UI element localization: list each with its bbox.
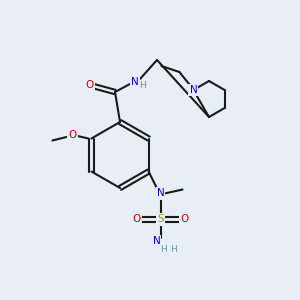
Text: N: N (157, 188, 164, 199)
Text: O: O (86, 80, 94, 90)
Text: O: O (68, 130, 76, 140)
Text: H: H (170, 245, 177, 254)
Text: N: N (131, 77, 139, 87)
Text: O: O (133, 214, 141, 224)
Text: N: N (153, 236, 160, 247)
Text: H: H (140, 82, 146, 91)
Text: N: N (190, 85, 197, 95)
Text: H: H (160, 245, 167, 254)
Text: O: O (181, 214, 189, 224)
Text: S: S (157, 214, 164, 224)
